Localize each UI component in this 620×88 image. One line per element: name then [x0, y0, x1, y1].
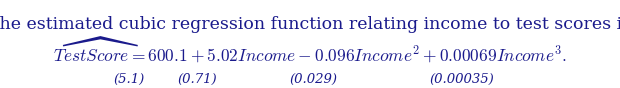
Text: (0.00035): (0.00035) [430, 73, 494, 86]
Text: (5.1): (5.1) [113, 73, 144, 86]
Text: (0.029): (0.029) [289, 73, 337, 86]
Text: The estimated cubic regression function relating income to test scores is: The estimated cubic regression function … [0, 16, 620, 33]
Text: $\widehat{TestScore} = 600.1 + 5.02\mathit{Income} - 0.096\mathit{Income}^{2} + : $\widehat{TestScore} = 600.1 + 5.02\math… [53, 36, 567, 66]
Text: (0.71): (0.71) [177, 73, 217, 86]
